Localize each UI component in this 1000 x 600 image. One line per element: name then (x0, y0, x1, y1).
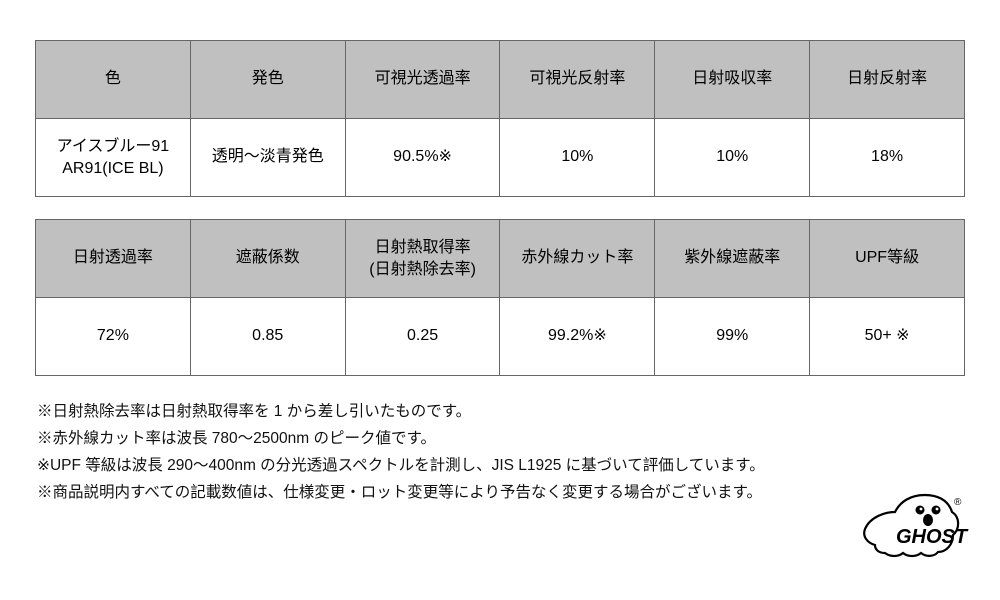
table-row: 色 発色 可視光透過率 可視光反射率 日射吸収率 日射反射率 (36, 41, 965, 119)
col-header-color: 色 (36, 41, 191, 119)
cell-solar-trans: 72% (36, 298, 191, 376)
spec-table-2: 日射透過率 遮蔽係数 日射熱取得率(日射熱除去率) 赤外線カット率 紫外線遮蔽率… (35, 219, 965, 376)
registered-mark: ® (954, 497, 962, 508)
col-header-shading-coef: 遮蔽係数 (190, 220, 345, 298)
cell-tint: 透明～淡青発色 (190, 119, 345, 197)
footnote-line: ※日射熱除去率は日射熱取得率を 1 から差し引いたものです。 (37, 398, 965, 425)
spec-table-1: 色 発色 可視光透過率 可視光反射率 日射吸収率 日射反射率 アイスブルー91A… (35, 40, 965, 197)
col-header-shgc: 日射熱取得率(日射熱除去率) (345, 220, 500, 298)
footnote-line: ※UPF 等級は波長 290～400nm の分光透過スペクトルを計測し、JIS … (37, 452, 965, 479)
cell-solar-abs: 10% (655, 119, 810, 197)
cell-ir-cut: 99.2%※ (500, 298, 655, 376)
col-header-vlt: 可視光透過率 (345, 41, 500, 119)
col-header-solar-refl: 日射反射率 (810, 41, 965, 119)
cell-vlr: 10% (500, 119, 655, 197)
ghost-icon: GHOST ® (850, 487, 970, 562)
ghost-logo: GHOST ® (850, 487, 970, 562)
col-header-ir-cut: 赤外線カット率 (500, 220, 655, 298)
cell-color-name: アイスブルー91AR91(ICE BL) (36, 119, 191, 197)
cell-shgc: 0.25 (345, 298, 500, 376)
cell-upf: 50+ ※ (810, 298, 965, 376)
table-row: アイスブルー91AR91(ICE BL) 透明～淡青発色 90.5%※ 10% … (36, 119, 965, 197)
col-header-uv-block: 紫外線遮蔽率 (655, 220, 810, 298)
cell-shading-coef: 0.85 (190, 298, 345, 376)
footnote-line: ※赤外線カット率は波長 780～2500nm のピーク値です。 (37, 425, 965, 452)
cell-uv-block: 99% (655, 298, 810, 376)
col-header-upf: UPF等級 (810, 220, 965, 298)
col-header-solar-trans: 日射透過率 (36, 220, 191, 298)
footnote-line: ※商品説明内すべての記載数値は、仕様変更・ロット変更等により予告なく変更する場合… (37, 479, 965, 506)
footnotes: ※日射熱除去率は日射熱取得率を 1 から差し引いたものです。 ※赤外線カット率は… (35, 398, 965, 507)
cell-solar-refl: 18% (810, 119, 965, 197)
logo-text: GHOST (896, 526, 969, 548)
table-row: 日射透過率 遮蔽係数 日射熱取得率(日射熱除去率) 赤外線カット率 紫外線遮蔽率… (36, 220, 965, 298)
cell-vlt: 90.5%※ (345, 119, 500, 197)
col-header-vlr: 可視光反射率 (500, 41, 655, 119)
table-row: 72% 0.85 0.25 99.2%※ 99% 50+ ※ (36, 298, 965, 376)
col-header-tint: 発色 (190, 41, 345, 119)
col-header-solar-abs: 日射吸収率 (655, 41, 810, 119)
